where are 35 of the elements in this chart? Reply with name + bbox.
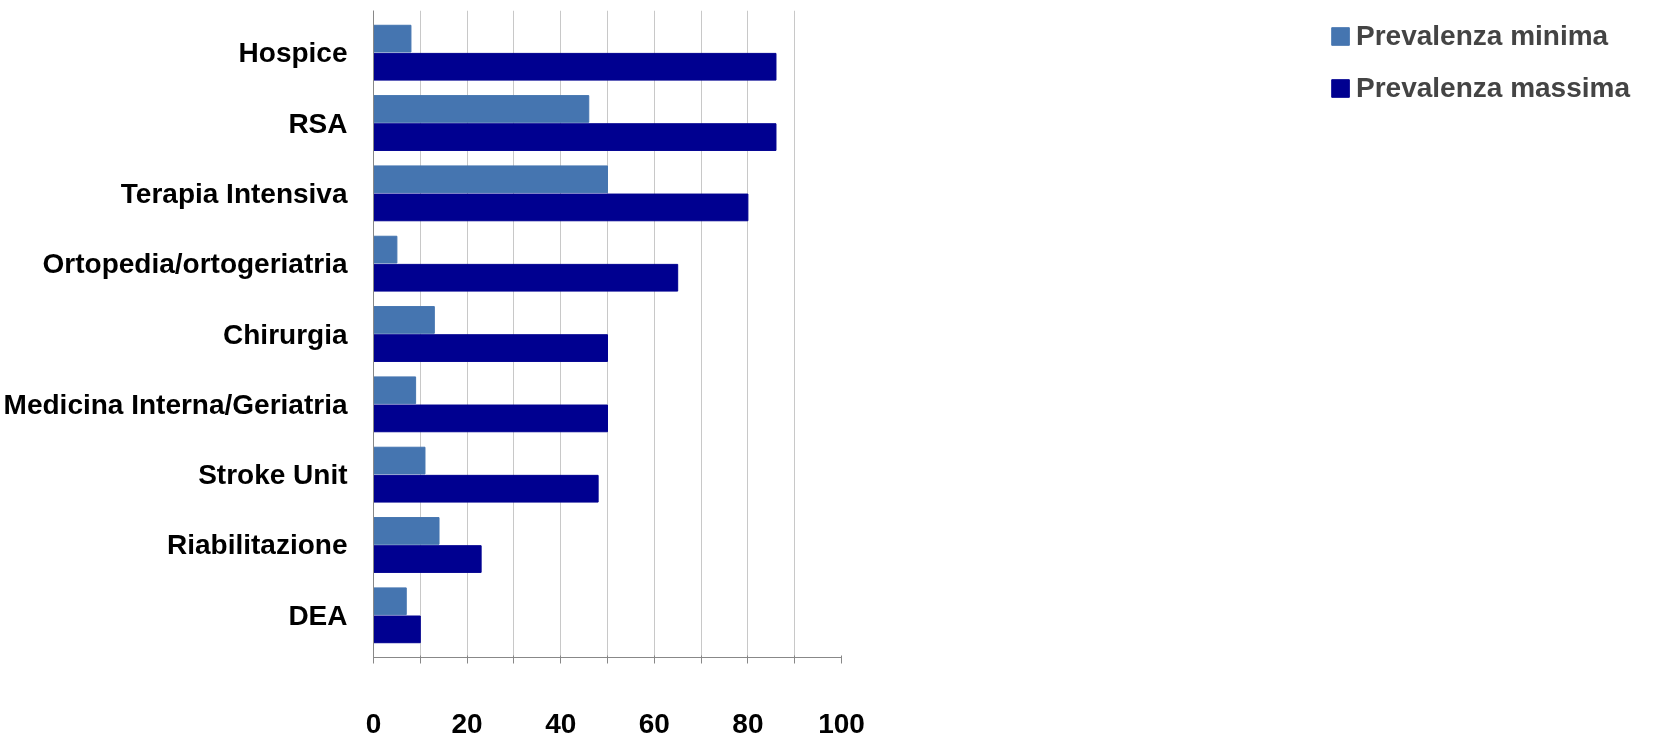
bar (373, 165, 608, 194)
legend-label: Prevalenza massima (1356, 72, 1630, 104)
legend-label: Prevalenza minima (1356, 20, 1609, 52)
x-tick-label: 60 (638, 707, 670, 739)
y-tick-label: Stroke Unit (198, 459, 348, 491)
y-tick-label: Riabilitazione (167, 529, 348, 561)
bar (373, 615, 421, 644)
y-tick-label: Ortopedia/ortogeriatria (42, 248, 348, 280)
bar (373, 24, 412, 53)
bar (373, 334, 608, 362)
y-tick-label: Medicina Interna/Geriatria (3, 388, 348, 420)
bar (373, 306, 435, 334)
x-tick-label: 0 (365, 707, 382, 739)
bar (373, 587, 407, 616)
bar (373, 235, 398, 264)
x-tick-label: 40 (545, 707, 577, 739)
bar (373, 446, 426, 475)
bar (373, 404, 608, 433)
y-tick-label: RSA (288, 107, 348, 139)
x-tick-label: 100 (818, 707, 865, 739)
bar (373, 263, 679, 292)
bar (373, 376, 417, 405)
bar (373, 474, 599, 503)
y-tick-label: Hospice (238, 37, 348, 69)
bar (373, 517, 440, 545)
bar (373, 95, 590, 123)
y-tick-label: Chirurgia (223, 318, 348, 350)
bar (373, 52, 777, 81)
x-tick-label: 20 (451, 707, 483, 739)
bar (373, 123, 777, 151)
y-tick-label: Terapia Intensiva (120, 177, 348, 209)
bar (373, 193, 749, 222)
y-tick-label: DEA (288, 599, 348, 631)
x-tick-label: 80 (732, 707, 764, 739)
bar (373, 545, 482, 573)
